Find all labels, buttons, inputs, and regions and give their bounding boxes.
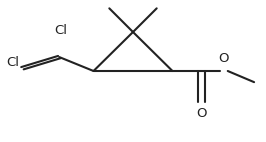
Text: O: O [196, 107, 207, 120]
Text: Cl: Cl [7, 56, 20, 69]
Text: O: O [219, 52, 229, 65]
Text: Cl: Cl [54, 24, 67, 37]
